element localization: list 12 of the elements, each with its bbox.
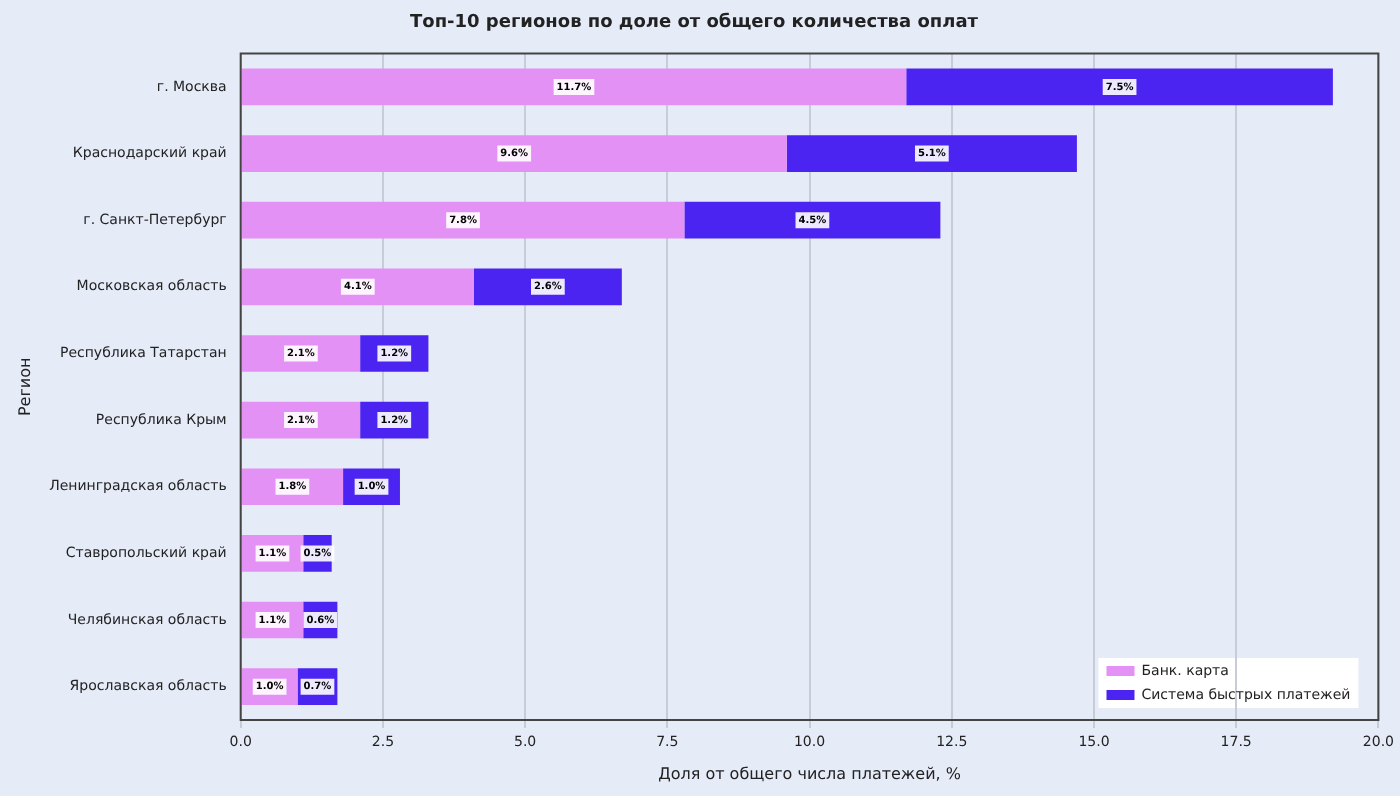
bar xyxy=(906,68,1333,106)
bar xyxy=(786,135,1077,172)
bar xyxy=(473,268,622,306)
y-axis-title: Регион xyxy=(15,357,34,417)
chart-title: Топ-10 регионов по доле от общего количества оплат xyxy=(410,11,980,34)
bar xyxy=(241,201,685,239)
bar xyxy=(241,68,907,106)
bar xyxy=(241,268,474,306)
bar xyxy=(684,201,941,239)
bar xyxy=(241,135,787,172)
x-axis-title: Доля от общего числа платежей, % xyxy=(658,764,962,783)
bar xyxy=(241,335,361,372)
